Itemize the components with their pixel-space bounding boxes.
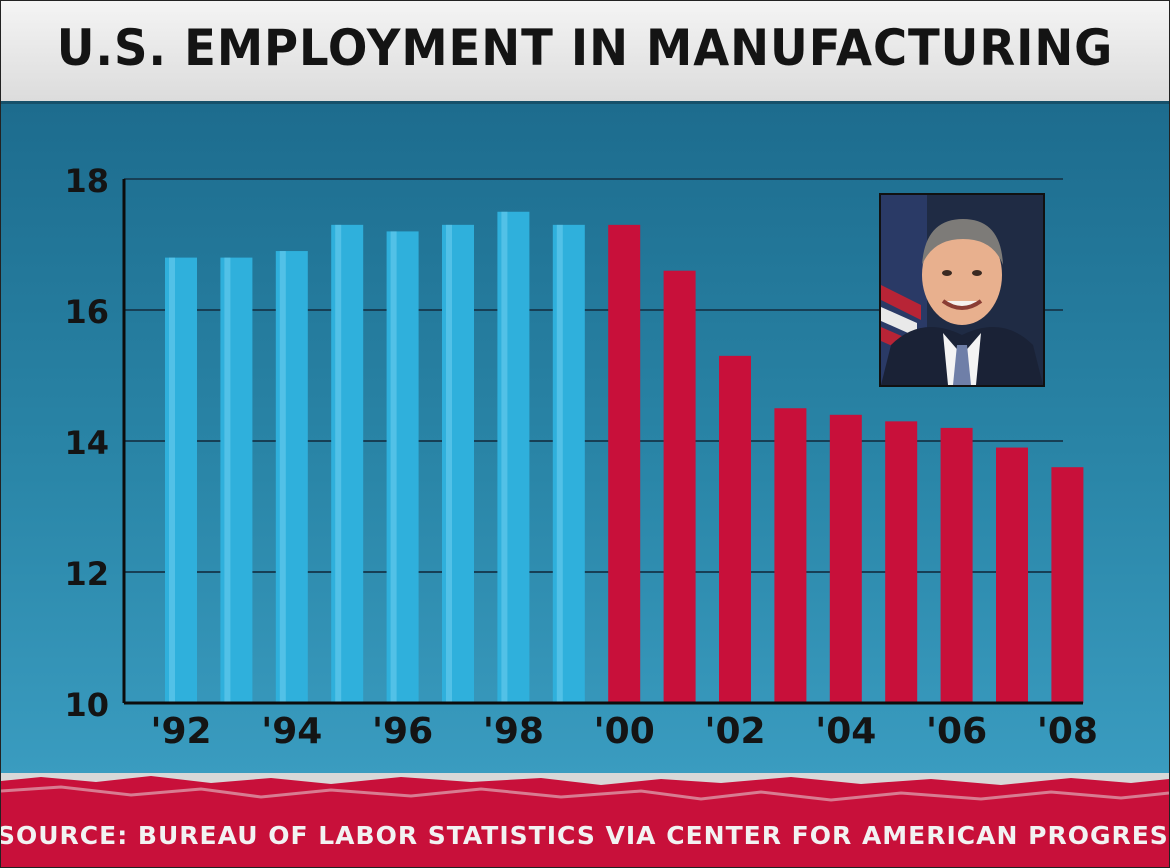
y-tick-label: 10 [64,686,109,724]
bar-2006 [940,427,973,703]
x-tick-labels: '92 '94 '96 '98 '00 '02 '04 '06 '08 [150,711,1098,752]
y-tick-label: 16 [64,293,109,331]
x-tick-label: '00 [594,711,655,752]
torn-paper-banner [1,776,1169,867]
y-tick-label: 18 [64,162,109,200]
x-tick-label: '06 [926,711,987,752]
bars [165,211,1084,704]
bar-2005 [885,421,918,703]
y-tick-label: 14 [64,424,109,462]
x-tick-label: '94 [261,711,322,752]
bar-highlight [224,257,231,703]
source-banner [1,773,1169,867]
bar-highlight [390,231,397,703]
bar-highlight [446,224,452,703]
y-tick-label: 12 [64,555,109,593]
bar-highlight [501,211,508,703]
bar-2001 [663,270,696,703]
bar-highlight [556,224,563,703]
bar-2002 [719,355,751,703]
bar-2007 [996,447,1028,703]
source-caption: SOURCE: BUREAU OF LABOR STATISTICS VIA C… [0,821,1170,850]
bar-2004 [829,414,862,703]
x-tick-label: '04 [815,711,876,752]
bar-2000 [608,224,641,703]
x-tick-label: '96 [372,711,433,752]
chart-title: U.S. EMPLOYMENT IN MANUFACTURING [56,19,1114,77]
title-bar: U.S. EMPLOYMENT IN MANUFACTURING [1,1,1169,101]
bar-2003 [774,408,807,703]
bar-highlight [169,257,175,703]
x-tick-label: '92 [150,711,211,752]
y-tick-labels: 10 12 14 16 18 [64,162,109,724]
x-tick-label: '08 [1037,711,1098,752]
x-tick-label: '02 [704,711,765,752]
bar-2008 [1051,467,1084,703]
x-tick-label: '98 [483,711,544,752]
bar-highlight [279,251,286,704]
portrait-photo [879,193,1045,387]
bar-highlight [335,224,342,703]
portrait-image [881,195,1043,385]
